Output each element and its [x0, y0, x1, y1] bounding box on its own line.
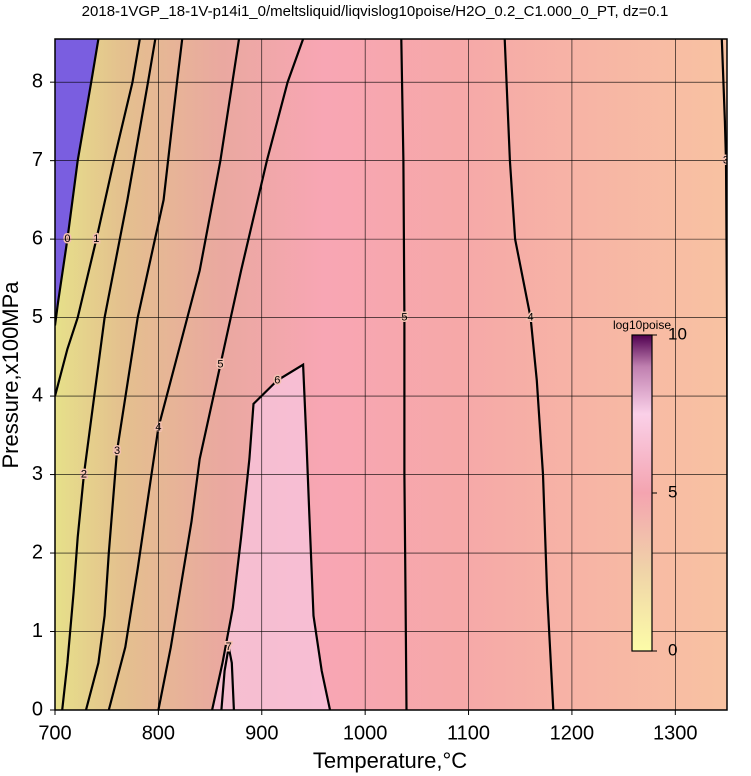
colorbar-label: log10poise — [613, 318, 671, 332]
y-tick-label: 8 — [32, 70, 43, 92]
x-tick-label: 1200 — [550, 722, 595, 744]
contour-region — [55, 39, 99, 326]
y-tick-label: 1 — [32, 620, 43, 642]
y-tick-label: 4 — [32, 384, 43, 406]
colorbar-tick-label: 0 — [668, 640, 677, 659]
x-tick-label: 1300 — [653, 722, 698, 744]
chart-title: 2018-1VGP_18-1V-p14i1_0/meltsliquid/liqv… — [82, 3, 669, 20]
contour-line — [211, 362, 332, 710]
contour-label: 5 — [217, 359, 223, 371]
y-tick-label: 6 — [32, 227, 43, 249]
y-axis-label: Pressure,x100MPa — [0, 281, 23, 469]
contour-line — [157, 39, 305, 710]
field-background — [55, 39, 727, 710]
x-tick-label: 1100 — [447, 722, 490, 744]
y-tick-label: 3 — [32, 463, 43, 485]
x-tick-label: 800 — [142, 722, 175, 744]
contour-label: 3 — [114, 445, 120, 457]
x-tick-label: 900 — [245, 722, 278, 744]
contour-line — [220, 646, 235, 710]
contour-line — [84, 39, 184, 710]
contour-label: 6 — [274, 374, 280, 386]
contour-region — [212, 364, 330, 710]
y-tick-label: 7 — [32, 149, 43, 171]
contour-line — [55, 39, 100, 326]
contour-line — [503, 39, 555, 710]
colorbar-tick-label: 5 — [668, 482, 677, 501]
colorbar — [631, 334, 653, 652]
colorbar-tick-label: 10 — [668, 324, 687, 343]
x-axis-label: Temperature,°C — [313, 748, 467, 773]
y-tick-label: 5 — [32, 306, 43, 328]
x-tick-label: 700 — [38, 722, 71, 744]
y-tick-label: 2 — [32, 541, 43, 563]
contour-label: 7 — [226, 641, 232, 653]
x-tick-label: 1000 — [343, 722, 388, 744]
y-tick-label: 0 — [32, 698, 43, 720]
